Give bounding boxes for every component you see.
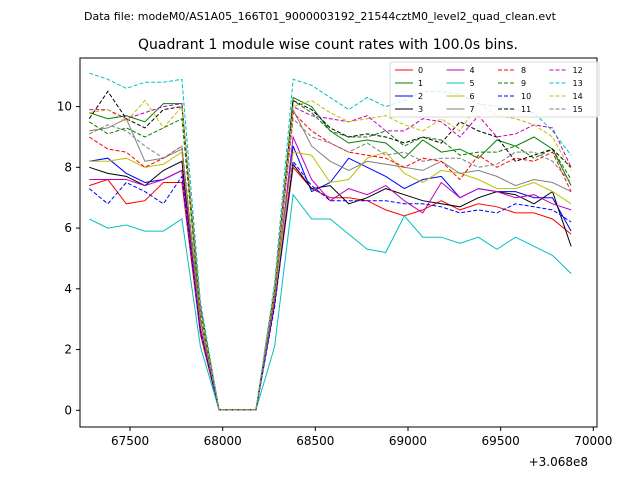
legend-label: 11 bbox=[521, 105, 531, 114]
legend-label: 8 bbox=[521, 66, 526, 75]
y-tick-label: 2 bbox=[64, 343, 72, 357]
series-line-13 bbox=[89, 72, 572, 411]
legend-label: 5 bbox=[470, 79, 475, 88]
series-line-6 bbox=[89, 151, 572, 411]
legend-label: 2 bbox=[418, 92, 423, 101]
series-line-9 bbox=[89, 99, 572, 411]
chart-title: Quadrant 1 module wise count rates with … bbox=[138, 37, 518, 53]
y-axis: 0 2 4 6 8 10 bbox=[57, 100, 80, 417]
legend-label: 7 bbox=[470, 105, 475, 114]
legend-box bbox=[389, 61, 600, 118]
legend-label: 3 bbox=[418, 105, 423, 114]
series-line-3 bbox=[89, 160, 572, 411]
data-file-label: Data file: modeM0/AS1A05_166T01_90000031… bbox=[84, 10, 557, 23]
y-tick-label: 10 bbox=[57, 100, 72, 114]
series-line-1 bbox=[89, 96, 572, 411]
x-offset-label: +3.068e8 bbox=[529, 455, 588, 469]
legend-label: 15 bbox=[573, 105, 583, 114]
legend-label: 1 bbox=[418, 79, 423, 88]
legend-label: 0 bbox=[418, 66, 423, 75]
series-line-14 bbox=[89, 99, 572, 411]
y-tick-label: 6 bbox=[64, 221, 72, 235]
y-tick-label: 0 bbox=[64, 403, 72, 417]
series-line-7 bbox=[89, 107, 572, 411]
x-tick-label: 67500 bbox=[111, 434, 149, 448]
series-line-0 bbox=[89, 166, 572, 411]
x-tick-label: 69000 bbox=[389, 434, 427, 448]
legend-label: 10 bbox=[521, 92, 531, 101]
plot-frame bbox=[79, 57, 598, 428]
series-line-4 bbox=[89, 135, 572, 411]
series-line-10 bbox=[88, 160, 572, 411]
legend-label: 12 bbox=[573, 66, 583, 75]
plot-lines bbox=[88, 72, 572, 411]
legend-label: 13 bbox=[573, 79, 583, 88]
y-tick-label: 8 bbox=[64, 160, 72, 174]
series-line-5 bbox=[89, 193, 572, 411]
x-tick-label: 68500 bbox=[296, 434, 334, 448]
legend-label: 6 bbox=[470, 92, 475, 101]
x-tick-label: 68000 bbox=[204, 434, 242, 448]
x-tick-label: 70000 bbox=[574, 434, 612, 448]
y-tick-label: 4 bbox=[64, 282, 72, 296]
x-axis: 67500 68000 68500 69000 69500 70000 bbox=[111, 427, 612, 448]
legend-label: 14 bbox=[573, 92, 583, 101]
series-line-15 bbox=[89, 117, 572, 411]
legend-label: 9 bbox=[521, 79, 526, 88]
series-line-11 bbox=[88, 90, 572, 411]
legend-label: 4 bbox=[470, 66, 475, 75]
series-line-12 bbox=[89, 103, 572, 411]
x-tick-label: 69500 bbox=[482, 434, 520, 448]
